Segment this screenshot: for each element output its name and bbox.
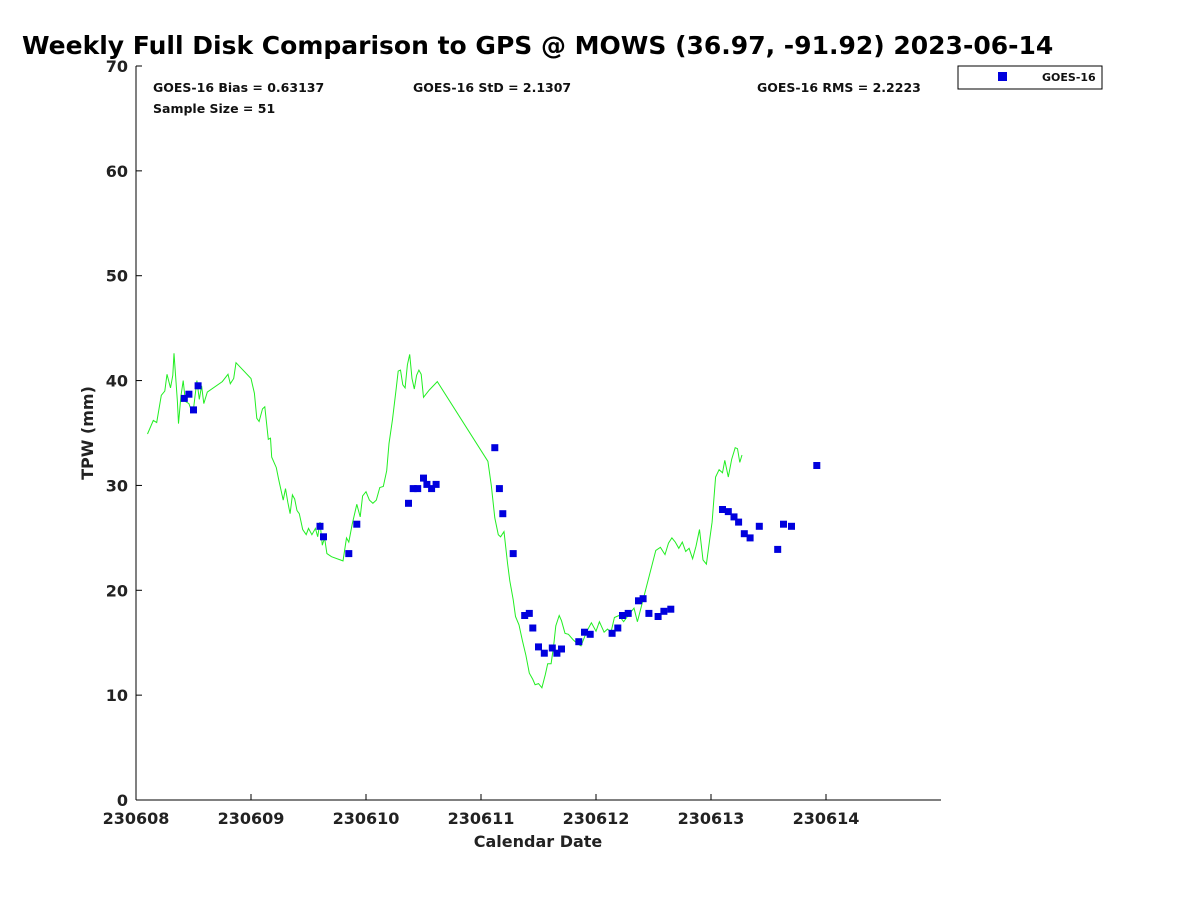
goes16-point: [499, 510, 507, 518]
chart-title: Weekly Full Disk Comparison to GPS @ MOW…: [22, 31, 1053, 60]
goes16-point: [724, 508, 732, 516]
goes16-point: [540, 649, 548, 657]
plot-area: [147, 353, 821, 689]
goes16-point: [608, 629, 616, 637]
goes16-point: [788, 522, 795, 530]
goes16-point: [774, 545, 782, 553]
stats-box: GOES-16 Bias = 0.63137 GOES-16 StD = 2.1…: [153, 80, 921, 116]
goes16-point: [740, 530, 748, 538]
y-axis-label: TPW (mm): [78, 386, 97, 480]
y-tick-label: 50: [106, 267, 128, 286]
goes16-point: [491, 444, 499, 452]
goes16-point: [190, 406, 197, 414]
gps-series-line: [147, 353, 743, 689]
goes16-point: [529, 624, 537, 632]
goes16-point: [614, 624, 622, 632]
x-tick-label: 230608: [103, 809, 170, 828]
goes16-point: [525, 609, 533, 617]
goes16-point: [423, 480, 431, 488]
x-tick-label: 230610: [333, 809, 400, 828]
legend-label: GOES-16: [1042, 71, 1096, 84]
goes16-point: [575, 638, 583, 646]
legend-box: [957, 65, 1103, 90]
y-tick-label: 30: [106, 476, 128, 495]
goes16-point: [353, 520, 361, 528]
y-tick-label: 70: [106, 57, 128, 76]
x-ticks: 230608 230609 230610 230611 230612 230613 2306…: [103, 794, 860, 828]
goes16-point: [746, 534, 754, 542]
sample-size-stat: Sample Size = 51: [153, 101, 275, 116]
legend: GOES-16: [957, 65, 1103, 90]
goes16-point: [509, 550, 517, 558]
goes16-point: [581, 628, 588, 636]
goes16-point: [428, 485, 436, 493]
y-tick-label: 40: [106, 372, 128, 391]
goes16-point: [414, 485, 422, 493]
goes16-point: [755, 522, 763, 530]
goes16-point: [586, 630, 594, 638]
goes16-point: [558, 645, 565, 653]
legend-marker: [998, 72, 1007, 81]
goes16-point: [320, 533, 327, 541]
goes16-point: [420, 474, 427, 482]
y-tick-label: 0: [117, 791, 128, 810]
x-tick-label: 230611: [448, 809, 515, 828]
bias-stat: GOES-16 Bias = 0.63137: [153, 80, 324, 95]
goes16-point: [180, 394, 188, 402]
goes16-point: [730, 513, 738, 521]
goes16-point: [780, 520, 787, 528]
x-tick-label: 230609: [218, 809, 285, 828]
std-stat: GOES-16 StD = 2.1307: [413, 80, 571, 95]
goes16-point: [639, 595, 647, 603]
x-tick-label: 230612: [563, 809, 630, 828]
goes16-point: [624, 609, 632, 617]
goes16-point: [495, 485, 503, 493]
goes16-point: [553, 649, 561, 657]
goes16-point: [735, 518, 743, 526]
goes16-point: [432, 480, 440, 488]
y-ticks: 0 10 20 30 40 50 60 70: [106, 57, 142, 810]
x-tick-label: 230613: [678, 809, 745, 828]
x-axis-label: Calendar Date: [474, 832, 603, 851]
goes16-points: [180, 382, 821, 657]
goes16-point: [548, 644, 556, 652]
axes: [135, 66, 941, 801]
y-tick-label: 10: [106, 686, 128, 705]
y-tick-label: 20: [106, 581, 128, 600]
goes16-point: [521, 612, 529, 619]
goes16-point: [619, 612, 626, 619]
goes16-point: [660, 607, 668, 615]
rms-stat: GOES-16 RMS = 2.2223: [757, 80, 921, 95]
x-tick-label: 230614: [793, 809, 860, 828]
goes16-point: [635, 597, 642, 605]
y-tick-label: 60: [106, 162, 128, 181]
goes16-point: [667, 605, 675, 613]
goes16-point: [719, 506, 726, 513]
goes16-point: [405, 499, 412, 507]
goes16-point: [194, 382, 202, 390]
goes16-point: [345, 550, 353, 558]
goes16-point: [654, 613, 662, 620]
goes16-point: [645, 609, 653, 617]
goes16-point: [409, 485, 417, 493]
goes16-point: [813, 462, 821, 469]
goes16-point: [316, 522, 324, 530]
goes16-point: [535, 643, 542, 651]
goes16-point: [185, 390, 193, 398]
